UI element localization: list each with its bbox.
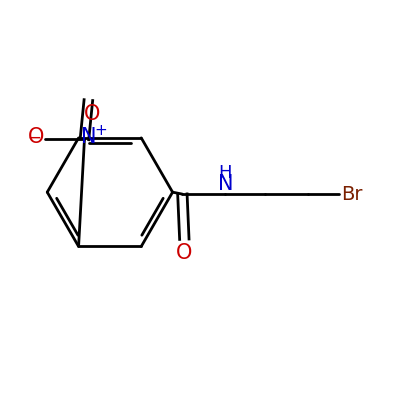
Text: O: O bbox=[176, 243, 192, 263]
Text: −: − bbox=[28, 128, 41, 146]
Text: N: N bbox=[81, 127, 96, 147]
Text: O: O bbox=[28, 127, 44, 147]
Text: O: O bbox=[84, 104, 100, 124]
Text: +: + bbox=[94, 123, 107, 138]
Text: H: H bbox=[219, 164, 232, 182]
Text: Br: Br bbox=[341, 185, 362, 204]
Text: N: N bbox=[218, 174, 233, 194]
